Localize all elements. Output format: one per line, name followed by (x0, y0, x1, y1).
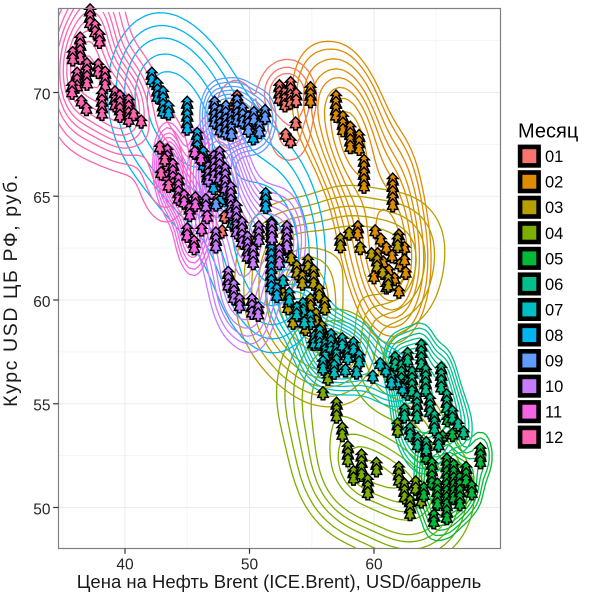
svg-text:60: 60 (365, 556, 383, 573)
svg-text:70: 70 (33, 86, 51, 103)
svg-text:07: 07 (545, 301, 563, 319)
svg-text:65: 65 (33, 190, 50, 207)
svg-text:Месяц: Месяц (518, 121, 578, 143)
svg-text:50: 50 (33, 501, 51, 518)
svg-text:Цена на Нефть Brent (ICE.Brent: Цена на Нефть Brent (ICE.Brent), USD/бар… (77, 571, 481, 592)
svg-text:60: 60 (33, 294, 51, 311)
svg-text:08: 08 (545, 327, 563, 345)
svg-text:12: 12 (545, 429, 563, 447)
svg-text:40: 40 (116, 556, 134, 573)
svg-text:55: 55 (33, 398, 50, 415)
svg-text:50: 50 (241, 556, 259, 573)
svg-text:05: 05 (545, 250, 563, 268)
svg-text:02: 02 (545, 174, 563, 192)
svg-text:Курс USD ЦБ РФ, руб.: Курс USD ЦБ РФ, руб. (0, 173, 22, 407)
svg-text:10: 10 (545, 378, 563, 396)
svg-text:01: 01 (545, 148, 563, 166)
svg-text:11: 11 (545, 404, 562, 422)
svg-text:09: 09 (545, 353, 563, 371)
svg-text:04: 04 (545, 225, 563, 243)
svg-text:06: 06 (545, 276, 563, 294)
svg-text:03: 03 (545, 199, 563, 217)
